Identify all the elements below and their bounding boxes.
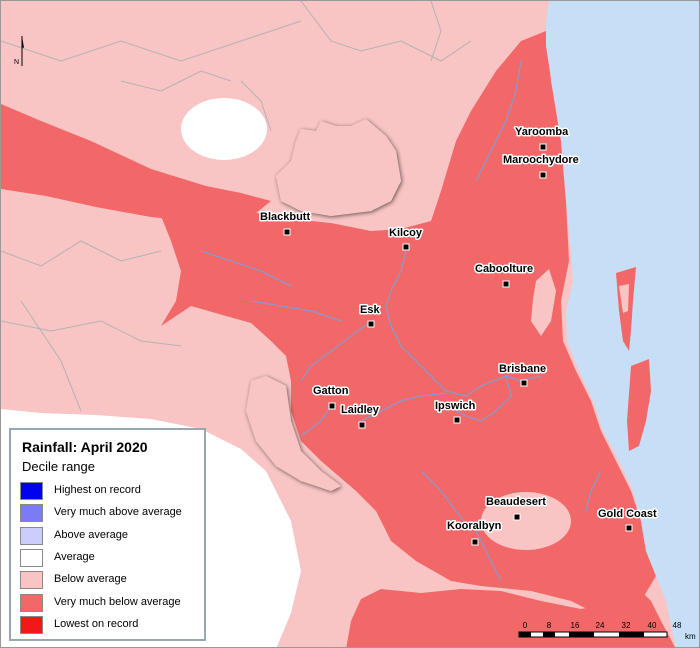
town-label-maroochydore: Maroochydore (503, 154, 579, 166)
scale-unit-label: km (685, 632, 696, 641)
scale-tick-label: 24 (596, 621, 605, 630)
town-marker (367, 320, 375, 328)
legend-item-lowest: Lowest on record (20, 616, 205, 634)
town-label-ipswich: Ipswich (435, 400, 476, 412)
legend-item-highest: Highest on record (20, 482, 205, 500)
island-small (541, 231, 557, 257)
town-marker (283, 228, 291, 236)
legend-swatch (20, 616, 43, 634)
legend-label: Above average (54, 529, 128, 541)
scale-tick-label: 48 (673, 621, 682, 630)
legend-item-very-much-below: Very much below average (20, 594, 205, 612)
town-marker (539, 143, 547, 151)
legend-label: Highest on record (54, 484, 141, 496)
legend-item-above: Above average (20, 527, 205, 545)
town-label-kooralbyn: Kooralbyn (447, 520, 502, 532)
town-label-esk: Esk (360, 304, 380, 316)
scale-tick-label: 8 (547, 621, 552, 630)
legend-swatch (20, 571, 43, 589)
legend-subtitle: Decile range (22, 459, 95, 474)
town-marker (625, 524, 633, 532)
town-marker (502, 280, 510, 288)
average-region-north (181, 98, 267, 160)
legend-item-average: Average (20, 549, 205, 567)
scale-tick-label: 40 (648, 621, 657, 630)
legend-label: Very much above average (54, 506, 182, 518)
below-average-pocket-coast (531, 269, 556, 336)
very-much-below-main-region (161, 31, 656, 616)
legend: Rainfall: April 2020 Decile range Highes… (9, 428, 206, 641)
north-label: N (14, 59, 19, 66)
very-much-below-band-northwest (1, 104, 271, 223)
town-marker (358, 421, 366, 429)
legend-label: Average (54, 551, 95, 563)
town-label-kilcoy: Kilcoy (389, 227, 423, 239)
legend-label: Below average (54, 573, 127, 585)
below-average-pocket-beaudesert (481, 492, 571, 550)
north-arrow-icon: N (14, 36, 24, 66)
island-moreton (627, 359, 651, 451)
terrain-highland-west (246, 376, 341, 491)
terrain-highland-north (276, 119, 401, 216)
town-label-yaroomba: Yaroomba (515, 126, 569, 138)
legend-swatch (20, 482, 43, 500)
town-marker (513, 513, 521, 521)
legend-item-very-much-above: Very much above average (20, 504, 205, 522)
scale-tick-label: 0 (523, 621, 528, 630)
legend-swatch (20, 527, 43, 545)
town-label-laidley: Laidley (341, 404, 380, 416)
town-label-caboolture: Caboolture (475, 263, 533, 275)
town-layer: Yaroomba Maroochydore Blackbutt Kilcoy Caboo… (259, 125, 659, 546)
legend-swatch (20, 504, 43, 522)
scale-bar (518, 631, 668, 638)
town-label-blackbutt: Blackbutt (260, 211, 310, 223)
town-label-brisbane: Brisbane (499, 363, 546, 375)
scale-tick-label: 32 (622, 621, 631, 630)
town-marker (402, 243, 410, 251)
town-marker (453, 416, 461, 424)
legend-swatch (20, 594, 43, 612)
region-boundaries (1, 1, 472, 412)
legend-label: Very much below average (54, 596, 181, 608)
town-marker (328, 402, 336, 410)
town-marker (539, 171, 547, 179)
legend-swatch (20, 549, 43, 567)
legend-title: Rainfall: April 2020 (22, 439, 148, 455)
town-label-beaudesert: Beaudesert (486, 496, 546, 508)
town-label-gold-coast: Gold Coast (598, 508, 657, 520)
island-bribie-inner (619, 284, 629, 313)
scale-tick-label: 16 (571, 621, 580, 630)
town-marker (471, 538, 479, 546)
legend-label: Lowest on record (54, 618, 139, 630)
town-marker (520, 379, 528, 387)
legend-item-below: Below average (20, 571, 205, 589)
town-label-gatton: Gatton (313, 385, 349, 397)
rivers (200, 60, 602, 582)
